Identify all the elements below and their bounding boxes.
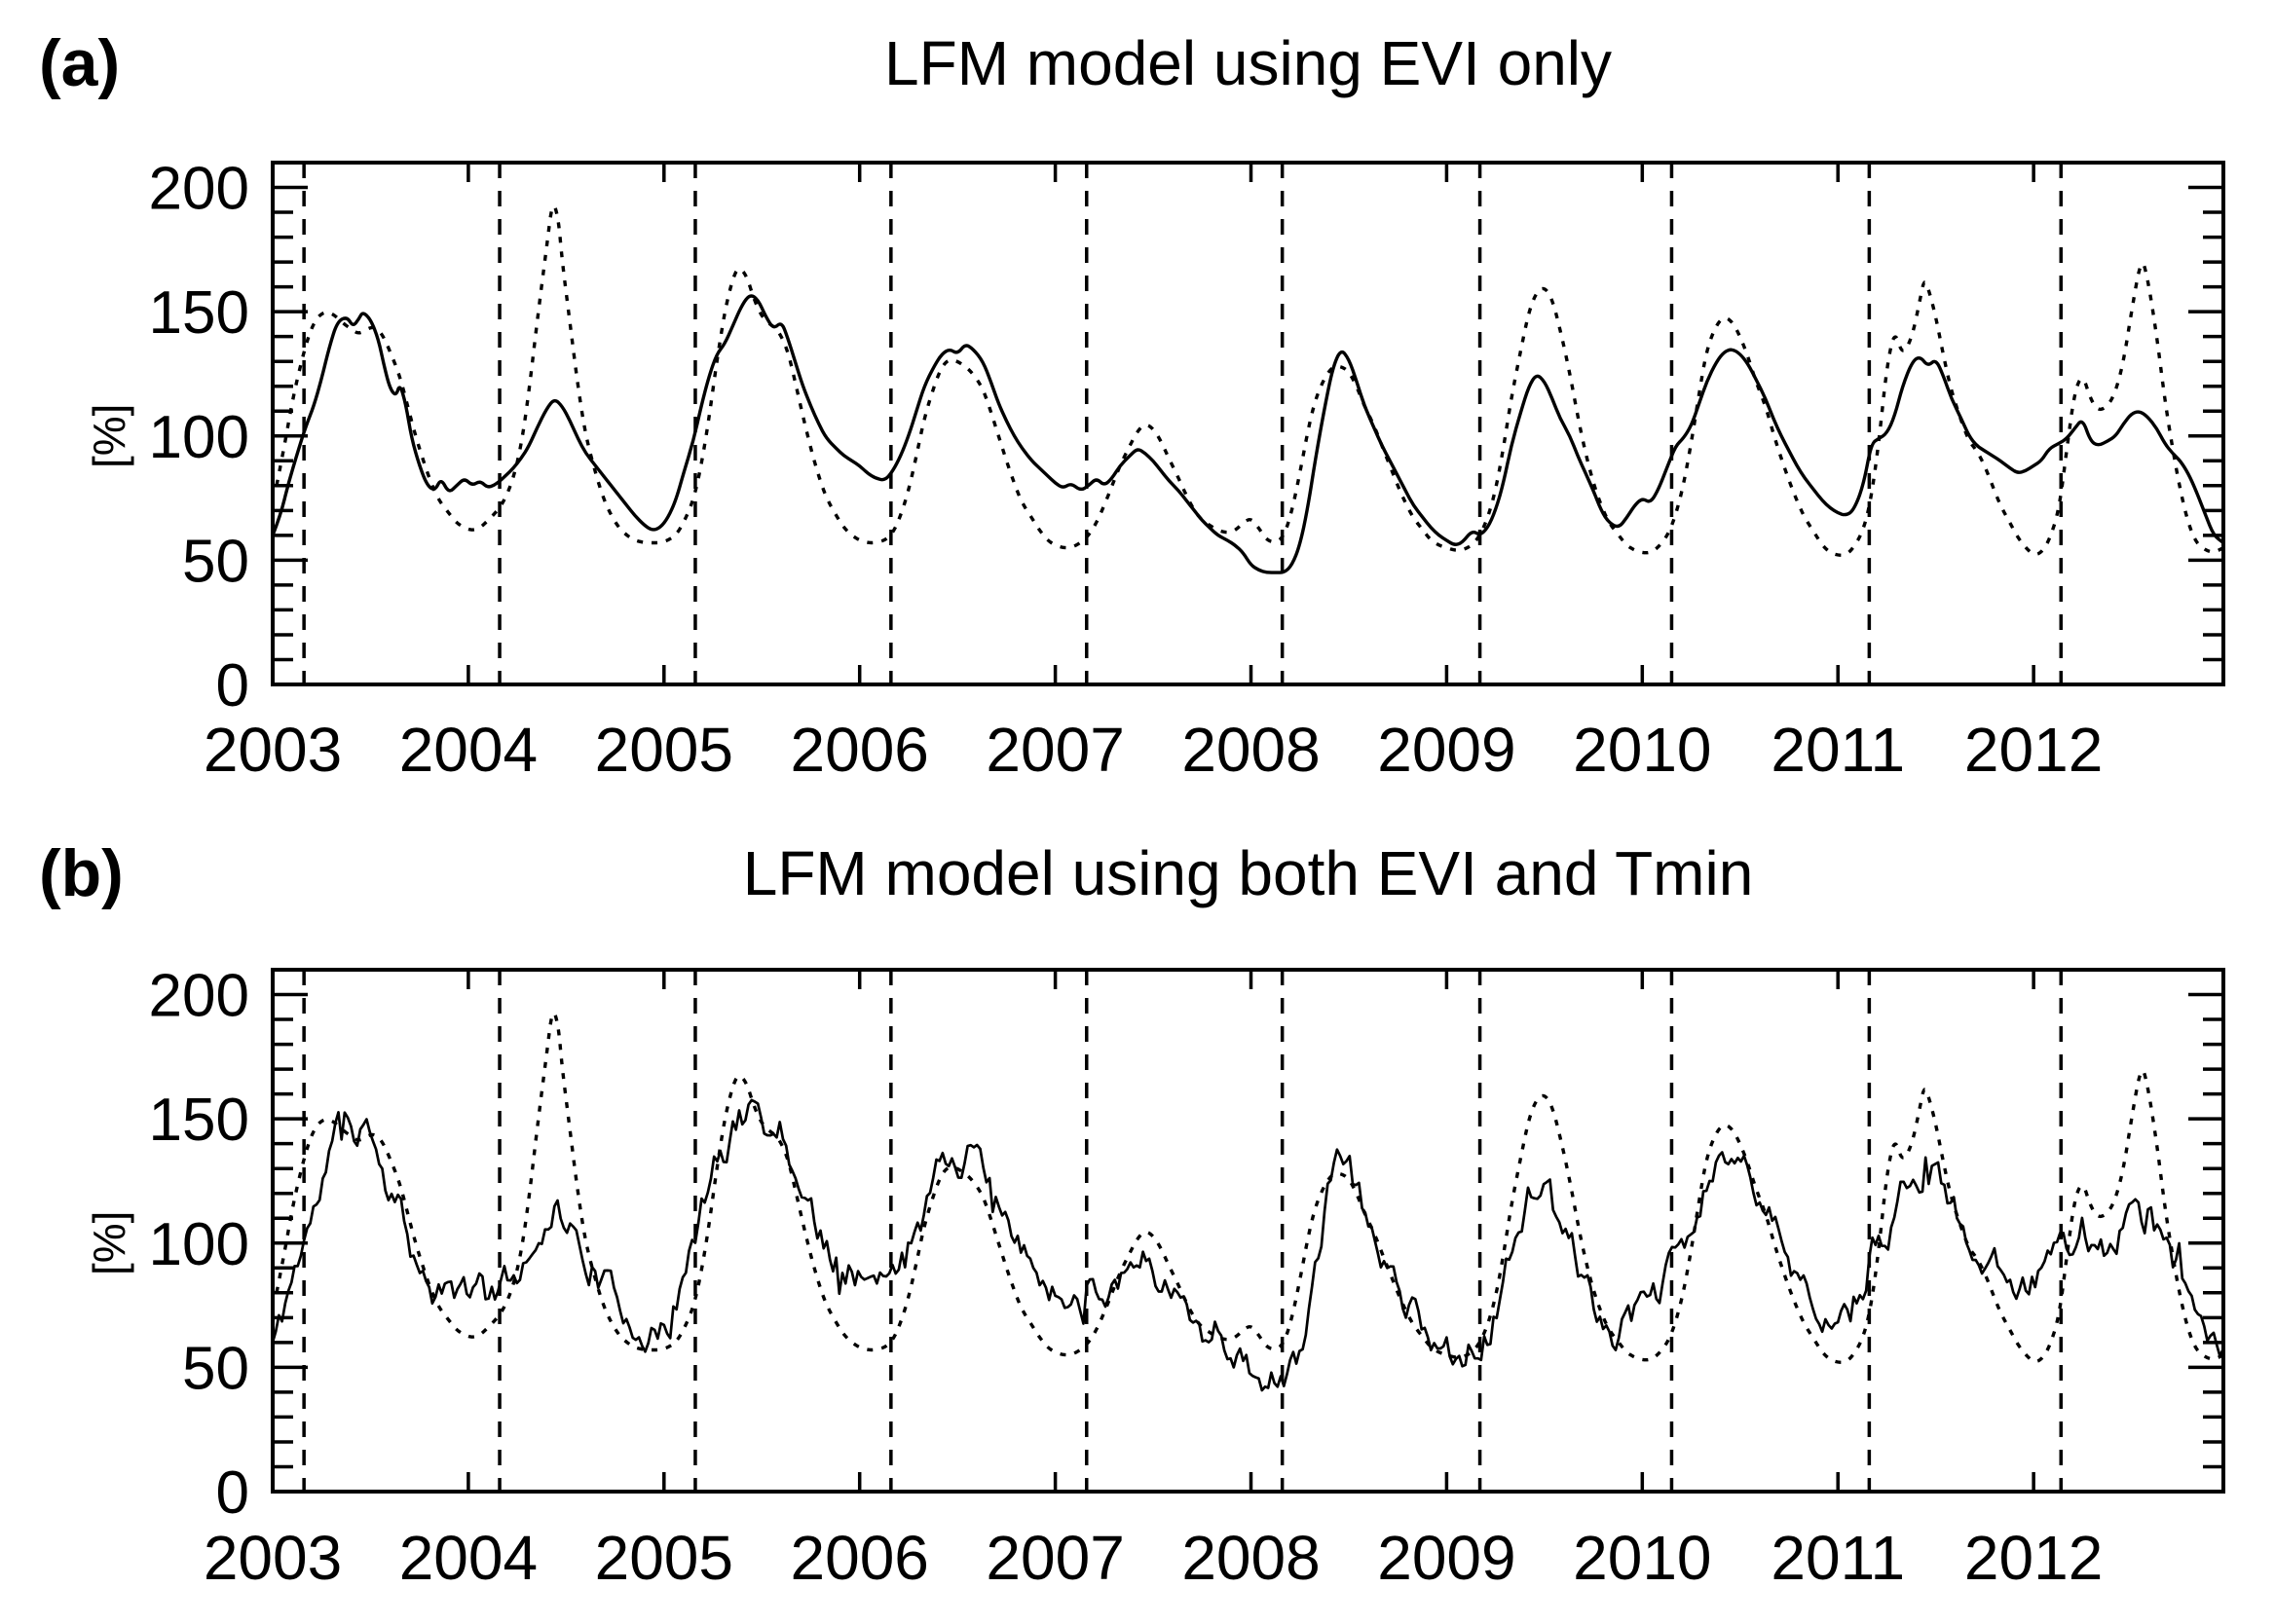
panel-b-series-solid-line-noisy <box>273 1098 2223 1392</box>
panel-b-y-tick-label: 0 <box>216 1459 249 1527</box>
panel-a-series-solid-line <box>273 294 2223 574</box>
panel-a-series-dotted-line <box>275 204 2223 557</box>
panel-b-frame <box>271 968 2225 1494</box>
panel-a-y-tick-label: 200 <box>149 156 249 223</box>
panel-b-x-tick-label: 2005 <box>595 1523 733 1593</box>
panel-b-title: LFM model using both EVI and Tmin <box>742 838 1754 908</box>
panel-a-y-axis-label: [%] <box>84 404 134 468</box>
panel-b-x-tick-label: 2011 <box>1771 1523 1905 1593</box>
panel-b-y-tick-label: 100 <box>149 1211 249 1278</box>
panel-b-y-tick-label: 150 <box>149 1087 249 1154</box>
panel-a-x-tick-label: 2011 <box>1771 715 1905 785</box>
panel-b-x-tick-label: 2006 <box>791 1523 929 1593</box>
panel-b-x-tick-label: 2007 <box>986 1523 1124 1593</box>
panel-a-x-tick-label: 2004 <box>399 715 538 785</box>
panel-b-y-axis-label: [%] <box>84 1211 134 1275</box>
panel-a-title: LFM model using EVI only <box>884 28 1612 98</box>
panel-a-letter: (a) <box>39 26 121 100</box>
panel-a-y-tick-label: 0 <box>216 652 249 720</box>
panel-a-x-tick-label: 2006 <box>791 715 929 785</box>
panel-a-y-tick-label: 150 <box>149 279 249 347</box>
panel-a-x-tick-label: 2005 <box>595 715 733 785</box>
panel-a-frame <box>271 161 2225 686</box>
panel-a-x-tick-label: 2003 <box>204 715 342 785</box>
panel-a-x-tick-label: 2012 <box>1964 715 2103 785</box>
panel-a-x-tick-label: 2008 <box>1181 715 1320 785</box>
panel-b-y-tick-label: 200 <box>149 963 249 1030</box>
panel-b-letter: (b) <box>39 836 124 910</box>
panel-b-x-tick-label: 2010 <box>1573 1523 1711 1593</box>
panel-b-y-tick-label: 50 <box>182 1335 249 1402</box>
panel-a-x-tick-label: 2010 <box>1573 715 1711 785</box>
panel-b-x-tick-label: 2009 <box>1377 1523 1515 1593</box>
panel-a-y-tick-label: 50 <box>182 528 249 595</box>
panel-a-x-tick-label: 2007 <box>986 715 1124 785</box>
panel-b-series-dotted-line <box>275 1012 2223 1364</box>
panel-b-x-tick-label: 2004 <box>399 1523 538 1593</box>
panel-a-y-tick-label: 100 <box>149 404 249 471</box>
panel-b-x-tick-label: 2012 <box>1964 1523 2103 1593</box>
panel-b-x-tick-label: 2008 <box>1181 1523 1320 1593</box>
panel-b-x-tick-label: 2003 <box>204 1523 342 1593</box>
panel-a-x-tick-label: 2009 <box>1377 715 1515 785</box>
